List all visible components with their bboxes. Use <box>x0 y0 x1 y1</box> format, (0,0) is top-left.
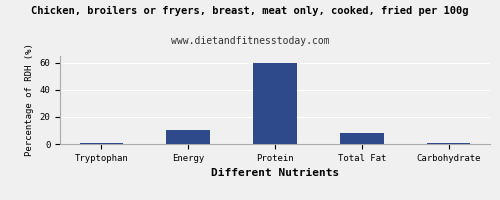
Bar <box>80 143 123 144</box>
X-axis label: Different Nutrients: Different Nutrients <box>211 168 339 178</box>
Y-axis label: Percentage of RDH (%): Percentage of RDH (%) <box>25 44 34 156</box>
Text: Chicken, broilers or fryers, breast, meat only, cooked, fried per 100g: Chicken, broilers or fryers, breast, mea… <box>31 6 469 16</box>
Bar <box>254 63 296 144</box>
Text: www.dietandfitnesstoday.com: www.dietandfitnesstoday.com <box>170 36 330 46</box>
Bar <box>340 133 384 144</box>
Bar <box>427 143 470 144</box>
Bar <box>166 130 210 144</box>
